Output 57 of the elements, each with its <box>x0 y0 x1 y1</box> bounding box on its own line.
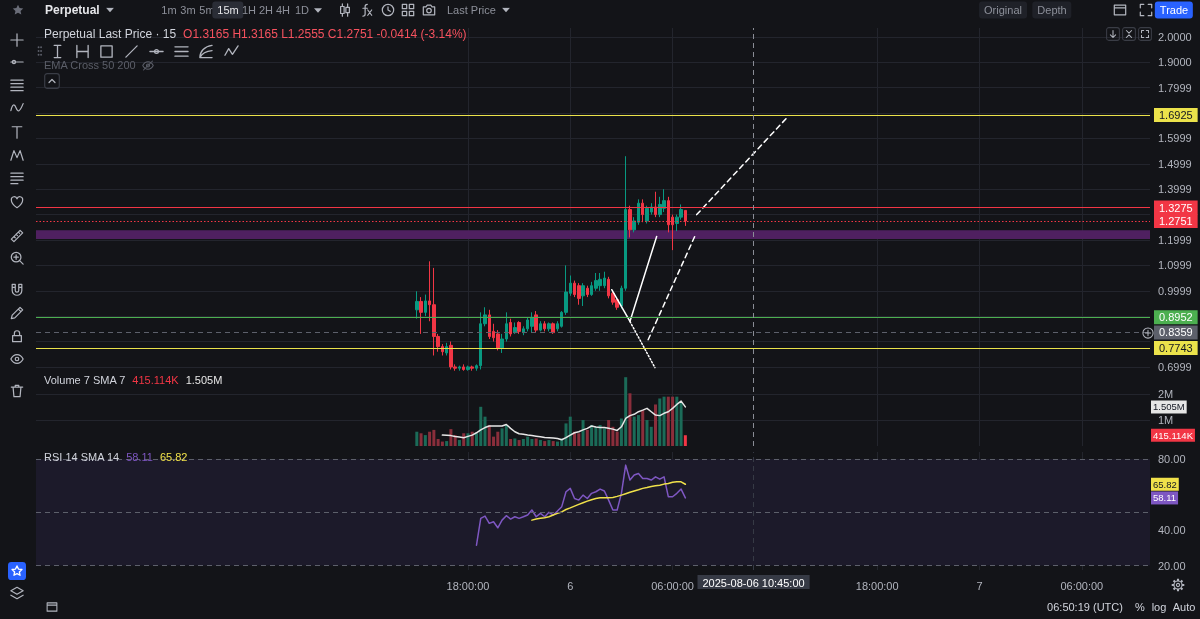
text: Trade <box>1154 1 1194 19</box>
x-tick-label: 06:00:00 <box>1060 579 1104 592</box>
text: Auto <box>1172 600 1196 614</box>
ref-line-label: 0.8359 <box>1159 326 1193 339</box>
text: 1m <box>161 3 177 17</box>
ref-line-label: 0.8952 <box>1159 311 1193 324</box>
chart-title: Volume 7 SMA 7 <box>44 373 126 387</box>
y-tick-label: 1.4999 <box>1158 157 1192 170</box>
text: Last Price <box>447 3 496 17</box>
chart-title: RSI 14 SMA 14 <box>44 450 120 464</box>
y-tick-label: 2.0000 <box>1158 30 1192 43</box>
x-tick-label: 18:00:00 <box>446 579 490 592</box>
y-tick-label: 1.0999 <box>1158 259 1192 272</box>
y-tick-label: 1.7999 <box>1158 81 1192 94</box>
y-tick-label: 1.3999 <box>1158 183 1192 196</box>
annotation: O1.3165 H1.3165 L1.2555 C1.2751 -0.0414 (-3.14%) <box>183 27 467 41</box>
x-tick-label: 6 <box>567 579 574 592</box>
x-tick-label: 7 <box>976 579 983 592</box>
text: 65.82 <box>1153 478 1177 490</box>
ref-line-label: 2025-08-06 10:45:00 <box>702 576 805 589</box>
text: 1D <box>294 3 310 17</box>
y-tick-label: 2M <box>1158 388 1174 401</box>
y-tick-label: 80.00 <box>1158 453 1186 466</box>
annotation: 58.11 <box>126 450 153 464</box>
text: 415.114K <box>1153 429 1194 441</box>
chart-title: Perpetual Last Price · 15 <box>44 27 177 41</box>
text: Perpetual <box>45 2 100 17</box>
y-tick-label: 40.00 <box>1158 524 1186 537</box>
ref-line-label: 1.6925 <box>1159 108 1193 121</box>
text: 2H <box>258 3 274 17</box>
text: 1.505M <box>1153 401 1185 413</box>
annotation: EMA Cross 50 200 <box>44 58 136 72</box>
y-tick-label: 1M <box>1158 414 1174 427</box>
text: 4H <box>275 3 291 17</box>
text: 3m <box>180 3 196 17</box>
text: 15m <box>217 3 239 16</box>
y-tick-label: 0.9999 <box>1158 284 1192 297</box>
x-tick-label: 06:00:00 <box>651 579 694 592</box>
annotation: 65.82 <box>159 450 188 464</box>
ref-line-label: 1.2751 <box>1159 214 1193 227</box>
text: Original <box>979 1 1027 19</box>
y-tick-label: 0.6999 <box>1158 360 1192 373</box>
annotation: 415.114K <box>132 373 179 387</box>
y-tick-label: 1.1999 <box>1158 234 1192 247</box>
ref-line-label: 0.7743 <box>1159 342 1193 355</box>
text: 58.11 <box>1153 492 1177 504</box>
text: 06:50:19 (UTC) <box>1047 600 1123 614</box>
annotation: 1.505M <box>185 373 223 387</box>
x-tick-label: 18:00:00 <box>855 579 899 592</box>
text: 1H <box>241 3 257 17</box>
y-tick-label: 20.00 <box>1158 559 1186 572</box>
y-tick-label: 1.9000 <box>1158 56 1192 69</box>
ref-line-label: 1.3275 <box>1159 201 1193 214</box>
y-tick-label: 1.5999 <box>1158 132 1192 145</box>
text: log <box>1151 600 1167 614</box>
text: Depth <box>1032 1 1072 19</box>
text: % <box>1135 600 1145 614</box>
